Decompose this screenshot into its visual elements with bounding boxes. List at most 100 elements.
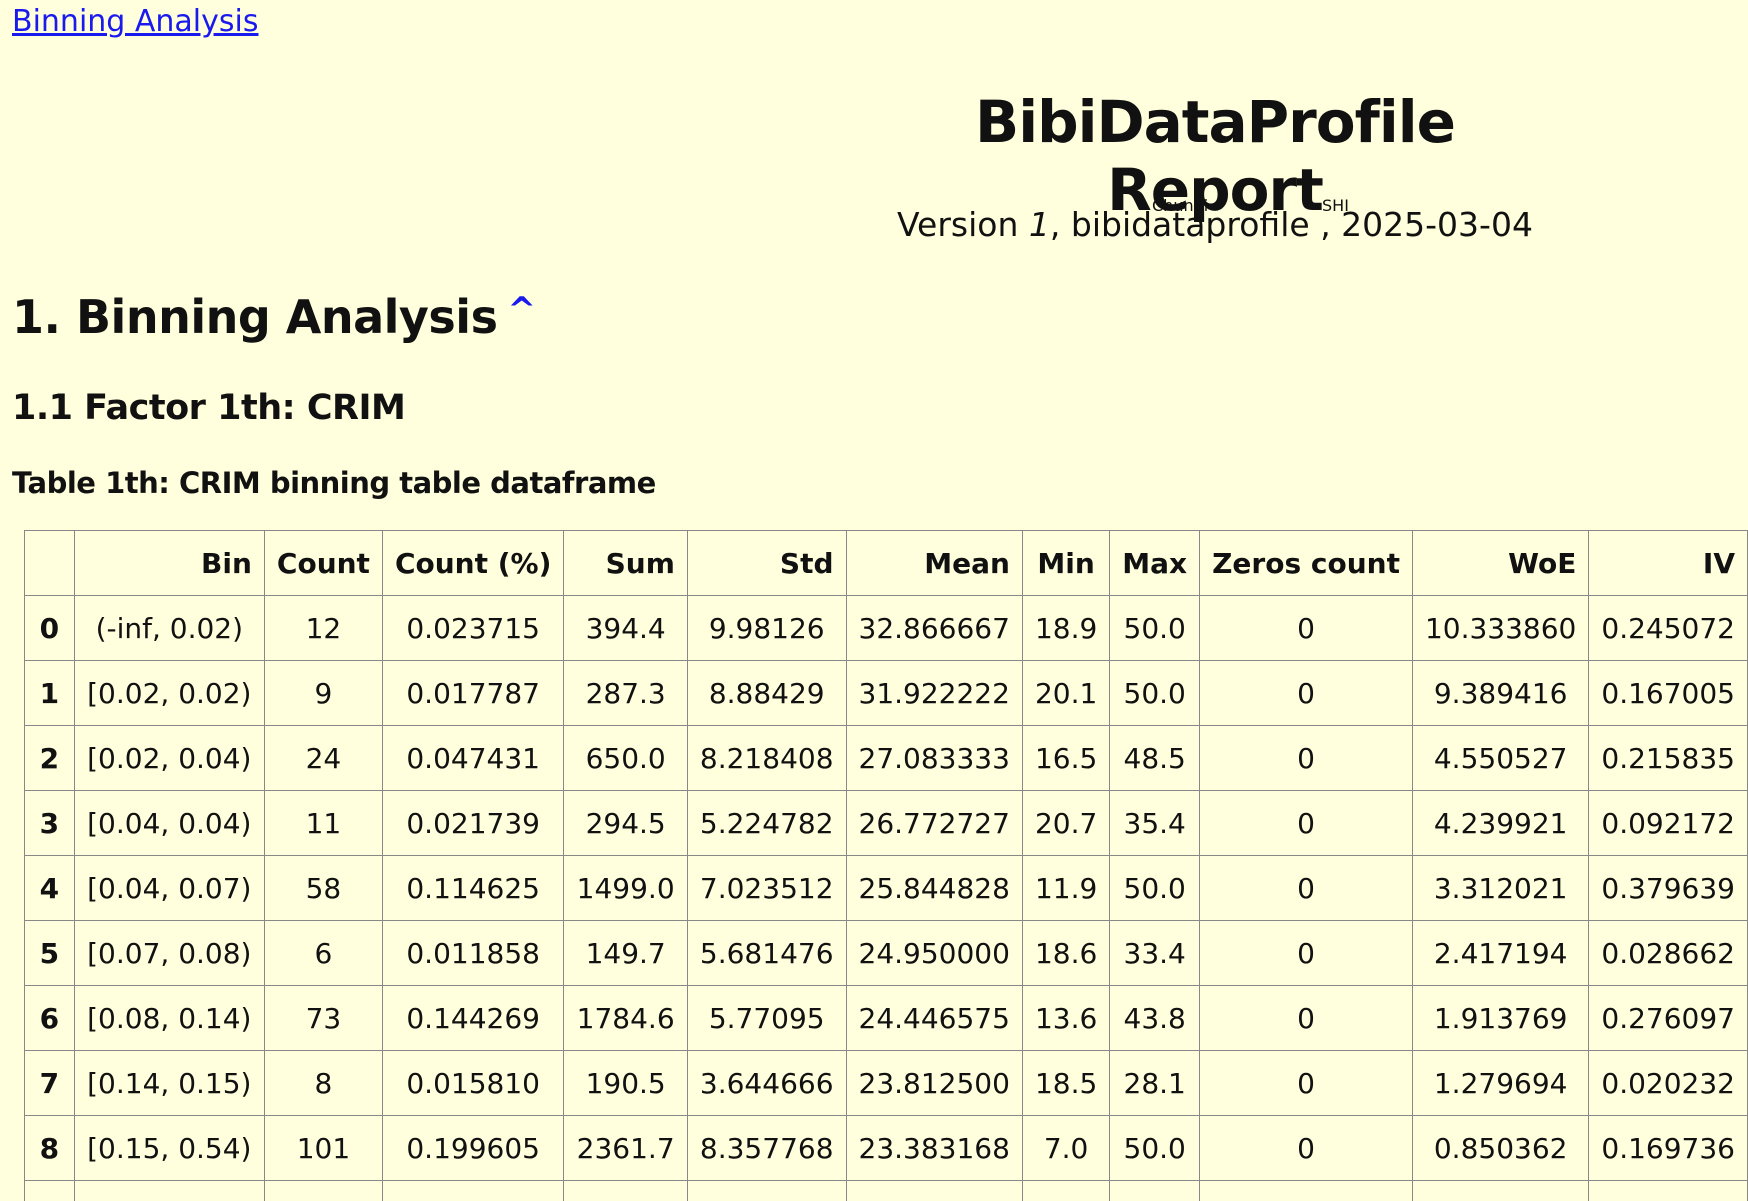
cell-max: 33.4 [1109,920,1201,986]
cell-zeros-count: 0 [1199,660,1413,726]
cell-iv: 0.028662 [1588,920,1748,986]
col-header-bin: Bin [73,530,265,596]
table-row: 2 [0.02, 0.04) 24 0.047431 650.0 8.21840… [24,725,1748,791]
row-index: 6 [24,985,75,1051]
author-first-name: Chunqi [1152,196,1209,215]
cell-min: 20.1 [1021,660,1111,726]
cell-iv: 0.215835 [1588,725,1748,791]
row-index: 3 [24,790,75,856]
cell-iv: 0.276097 [1588,985,1748,1051]
row-index: 5 [24,920,75,986]
cell-min [1021,1180,1111,1201]
subsection-heading: 1.1 Factor 1th: CRIM [12,388,406,428]
cell-zeros-count [1199,1180,1413,1201]
table-body: 0 (-inf, 0.02) 12 0.023715 394.4 9.98126… [24,595,1748,1201]
table-row: 3 [0.04, 0.04) 11 0.021739 294.5 5.22478… [24,790,1748,856]
back-to-top-link[interactable]: ^ [507,290,536,330]
cell-sum: 149.7 [563,920,688,986]
cell-woe: 2.417194 [1411,920,1590,986]
cell-woe: 3.312021 [1411,855,1590,921]
cell-bin: [0.07, 0.08) [73,920,265,986]
cell-count-pct: 0.114625 [381,855,565,921]
cell-count [263,1180,383,1201]
cell-min: 20.7 [1021,790,1111,856]
cell-sum: 2361.7 [563,1115,688,1181]
row-index [24,1180,75,1201]
cell-iv: 0.167005 [1588,660,1748,726]
cell-count-pct: 0.015810 [381,1050,565,1116]
cell-min: 16.5 [1021,725,1111,791]
author-last-name: SHI [1322,196,1349,215]
cell-count: 73 [263,985,383,1051]
cell-min: 11.9 [1021,855,1111,921]
cell-count: 101 [263,1115,383,1181]
cell-bin: [0.08, 0.14) [73,985,265,1051]
table-row: 1 [0.02, 0.02) 9 0.017787 287.3 8.88429 … [24,660,1748,726]
cell-sum [563,1180,688,1201]
row-index: 1 [24,660,75,726]
col-header-woe: WoE [1411,530,1590,596]
cell-count-pct: 0.047431 [381,725,565,791]
cell-mean: 31.922222 [845,660,1023,726]
cell-zeros-count: 0 [1199,725,1413,791]
cell-count: 8 [263,1050,383,1116]
cell-iv: 0.020232 [1588,1050,1748,1116]
row-index: 8 [24,1115,75,1181]
table-header-row: Bin Count Count (%) Sum Std Mean Min Max… [24,530,1748,596]
cell-woe: 10.333860 [1411,595,1590,661]
cell-count-pct: 0.017787 [381,660,565,726]
nav-link-binning-analysis[interactable]: Binning Analysis [12,4,259,39]
cell-count: 24 [263,725,383,791]
cell-bin: [0.02, 0.04) [73,725,265,791]
report-date: , 2025-03-04 [1320,205,1533,244]
cell-max: 35.4 [1109,790,1201,856]
cell-sum: 1784.6 [563,985,688,1051]
cell-max: 48.5 [1109,725,1201,791]
table-row: 5 [0.07, 0.08) 6 0.011858 149.7 5.681476… [24,920,1748,986]
cell-count-pct: 0.021739 [381,790,565,856]
cell-bin: (-inf, 0.02) [73,595,265,661]
cell-sum: 650.0 [563,725,688,791]
col-header-count: Count [263,530,383,596]
cell-bin: [0.14, 0.15) [73,1050,265,1116]
row-index: 2 [24,725,75,791]
cell-sum: 1499.0 [563,855,688,921]
cell-zeros-count: 0 [1199,1050,1413,1116]
cell-bin [73,1180,265,1201]
cell-zeros-count: 0 [1199,985,1413,1051]
cell-mean: 26.772727 [845,790,1023,856]
row-index: 7 [24,1050,75,1116]
cell-mean: 32.866667 [845,595,1023,661]
cell-count: 58 [263,855,383,921]
cell-zeros-count: 0 [1199,1115,1413,1181]
cell-count-pct [381,1180,565,1201]
cell-woe: 1.279694 [1411,1050,1590,1116]
cell-min: 18.5 [1021,1050,1111,1116]
table-row: 4 [0.04, 0.07) 58 0.114625 1499.0 7.0235… [24,855,1748,921]
cell-max: 43.8 [1109,985,1201,1051]
version-number: 1 [1028,205,1050,244]
cell-count-pct: 0.199605 [381,1115,565,1181]
row-index: 0 [24,595,75,661]
report-subtitle: Version 1, bibidataprofile , 2025-03-04 [897,205,1533,244]
cell-min: 13.6 [1021,985,1111,1051]
cell-iv: 0.092172 [1588,790,1748,856]
col-header-index [24,530,75,596]
cell-woe: 9.389416 [1411,660,1590,726]
cell-std: 8.88429 [686,660,847,726]
cell-max: 50.0 [1109,595,1201,661]
section-title: 1. Binning Analysis [12,290,498,344]
cell-min: 18.9 [1021,595,1111,661]
cell-sum: 287.3 [563,660,688,726]
col-header-sum: Sum [563,530,688,596]
cell-max: 50.0 [1109,855,1201,921]
table-caption: Table 1th: CRIM binning table dataframe [12,466,656,500]
cell-std: 8.357768 [686,1115,847,1181]
cell-mean: 23.383168 [845,1115,1023,1181]
cell-max: 28.1 [1109,1050,1201,1116]
cell-mean: 24.446575 [845,985,1023,1051]
table-row: 7 [0.14, 0.15) 8 0.015810 190.5 3.644666… [24,1050,1748,1116]
col-header-mean: Mean [845,530,1023,596]
table-row [24,1180,1748,1201]
cell-iv: 0.169736 [1588,1115,1748,1181]
